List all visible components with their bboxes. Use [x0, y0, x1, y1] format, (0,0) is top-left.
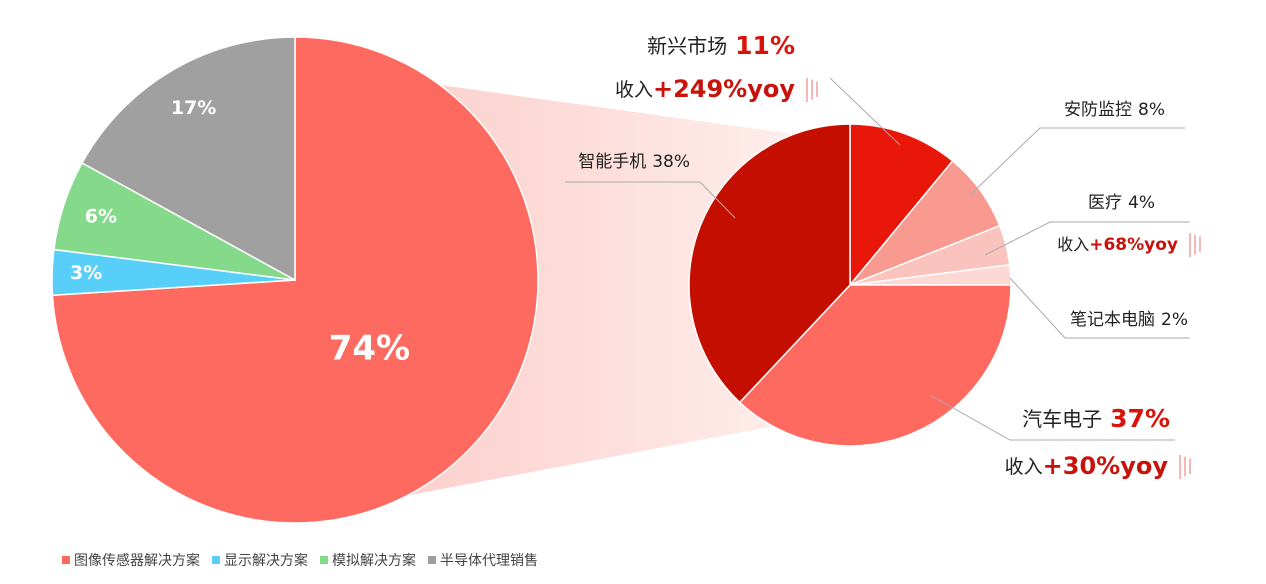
growth-label: 收入+68%yoy [1057, 235, 1178, 256]
growth-value: +68%yoy [1089, 235, 1178, 255]
leader-line [929, 394, 1175, 441]
category-name: 智能手机 [578, 152, 646, 172]
leader-line [1009, 277, 1190, 339]
legend-swatch [320, 556, 328, 564]
slice [849, 123, 954, 288]
growth-prefix: 收入 [1005, 456, 1043, 478]
value-label: 3% [70, 262, 102, 284]
category-name: 笔记本电脑 [1070, 310, 1155, 330]
growth-value: +30%yoy [1043, 452, 1169, 480]
category-label: 智能手机 38% [578, 152, 690, 172]
growth-label: 收入+30%yoy [1005, 452, 1169, 480]
category-label: 新兴市场 11% [647, 31, 795, 60]
value-label: 38% [652, 152, 690, 172]
leader-line [969, 127, 1185, 196]
legend-label: 图像传感器解决方案 [74, 552, 200, 569]
legend-swatch [62, 556, 70, 564]
slice [688, 123, 851, 404]
category-label: 安防监控 8% [1064, 100, 1165, 120]
value-label: 8% [1138, 100, 1165, 120]
leader-line [829, 77, 901, 146]
legend-label: 显示解决方案 [224, 552, 308, 569]
value-label: 11% [735, 31, 795, 60]
category-name: 医疗 [1088, 193, 1122, 213]
leader-line [984, 221, 1190, 256]
category-name: 汽车电子 [1022, 407, 1102, 431]
legend-swatch [212, 556, 220, 564]
legend-label: 半导体代理销售 [440, 553, 538, 569]
main-pie: 74% 3% 6% 17% [51, 36, 539, 524]
category-label: 汽车电子 37% [1022, 404, 1170, 433]
growth-prefix: 收入 [615, 79, 653, 101]
category-name: 安防监控 [1064, 100, 1132, 120]
category-label: 笔记本电脑 2% [1070, 310, 1188, 330]
growth-prefix: 收入 [1057, 235, 1089, 254]
legend: 图像传感器解决方案 显示解决方案 模拟解决方案 半导体代理销售 [62, 552, 538, 569]
value-label: 74% [329, 328, 410, 368]
slice [738, 284, 1012, 447]
legend-swatch [428, 556, 436, 564]
value-label: 17% [171, 97, 216, 119]
leader-line [565, 181, 736, 219]
growth-label: 收入+249%yoy [615, 75, 795, 103]
category-name: 新兴市场 [647, 34, 727, 58]
growth-value: +249%yoy [653, 75, 795, 103]
value-label: 37% [1110, 404, 1170, 433]
value-label: 4% [1128, 193, 1155, 213]
value-label: 2% [1161, 310, 1188, 330]
slice [81, 36, 296, 282]
legend-label: 模拟解决方案 [332, 552, 416, 569]
category-label: 医疗 4% [1088, 193, 1155, 213]
value-label: 6% [85, 205, 117, 227]
